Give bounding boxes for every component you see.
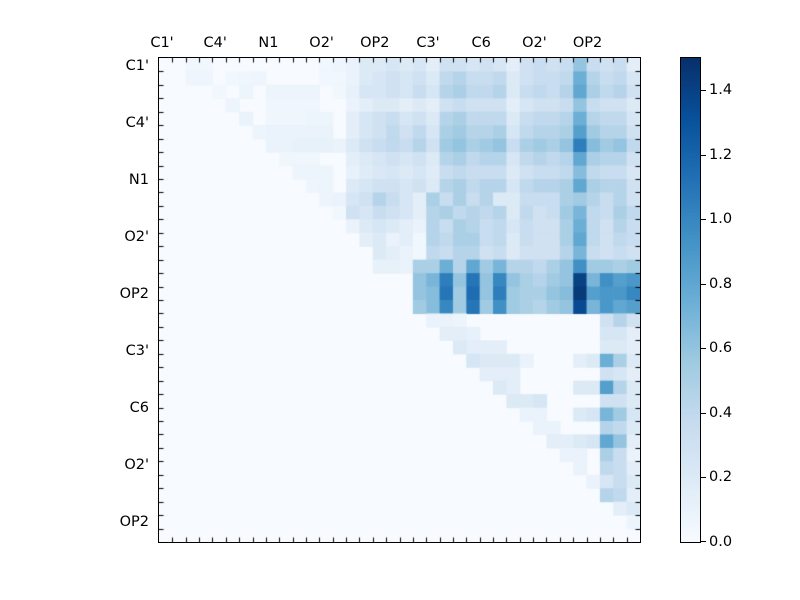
colorbar-tick-mark bbox=[701, 348, 706, 350]
colorbar-tick-label: 0.2 bbox=[709, 469, 733, 486]
colorbar-tick-mark bbox=[701, 541, 706, 542]
x-axis-label: C1' bbox=[150, 34, 174, 51]
x-axis-label: C3' bbox=[416, 34, 440, 51]
colorbar-tick-mark bbox=[701, 283, 706, 285]
x-axis-label: C6 bbox=[471, 34, 491, 51]
colorbar-tick-label: 0.8 bbox=[709, 275, 733, 292]
x-axis-label: OP2 bbox=[572, 34, 603, 51]
y-axis-label: C6 bbox=[129, 399, 149, 416]
heatmap-axes: C1' C4' N1 O2' OP2 C3' C6 O2' OP2 C1' C4' N1 O2' OP2… bbox=[120, 35, 641, 543]
y-axis-label: C4' bbox=[125, 114, 149, 131]
y-axis-label: O2' bbox=[124, 456, 149, 473]
y-axis-label: OP2 bbox=[119, 285, 149, 302]
colorbar-tick-mark bbox=[701, 219, 706, 221]
x-axis-label: O2' bbox=[309, 34, 334, 51]
colorbar-tick-label: 1.2 bbox=[709, 146, 733, 163]
y-axis-label: OP2 bbox=[119, 513, 149, 530]
y-axis-label: O2' bbox=[124, 228, 149, 245]
colorbar-tick-mark bbox=[701, 412, 706, 414]
colorbar-tick-mark bbox=[701, 154, 706, 156]
colorbar-tick-label: 1.4 bbox=[709, 82, 733, 99]
colorbar-tick-label: 0.4 bbox=[709, 404, 733, 421]
y-axis-label: C3' bbox=[125, 342, 149, 359]
colorbar-tick-mark bbox=[701, 90, 706, 92]
x-axis-label: O2' bbox=[522, 34, 547, 51]
y-axis-label: N1 bbox=[128, 171, 149, 188]
colorbar-canvas bbox=[681, 58, 700, 542]
x-axis-label: N1 bbox=[258, 34, 279, 51]
colorbar-tick-label: 0.6 bbox=[709, 340, 733, 357]
colorbar-tick-mark bbox=[701, 477, 706, 479]
colorbar bbox=[680, 57, 701, 543]
x-axis-label: C4' bbox=[203, 34, 227, 51]
heatmap-canvas bbox=[159, 58, 640, 542]
colorbar-tick-label: 1.0 bbox=[709, 211, 733, 228]
x-axis-label: OP2 bbox=[360, 34, 390, 51]
y-axis-label: C1' bbox=[125, 57, 149, 74]
colorbar-tick-label: 0.0 bbox=[709, 533, 733, 550]
